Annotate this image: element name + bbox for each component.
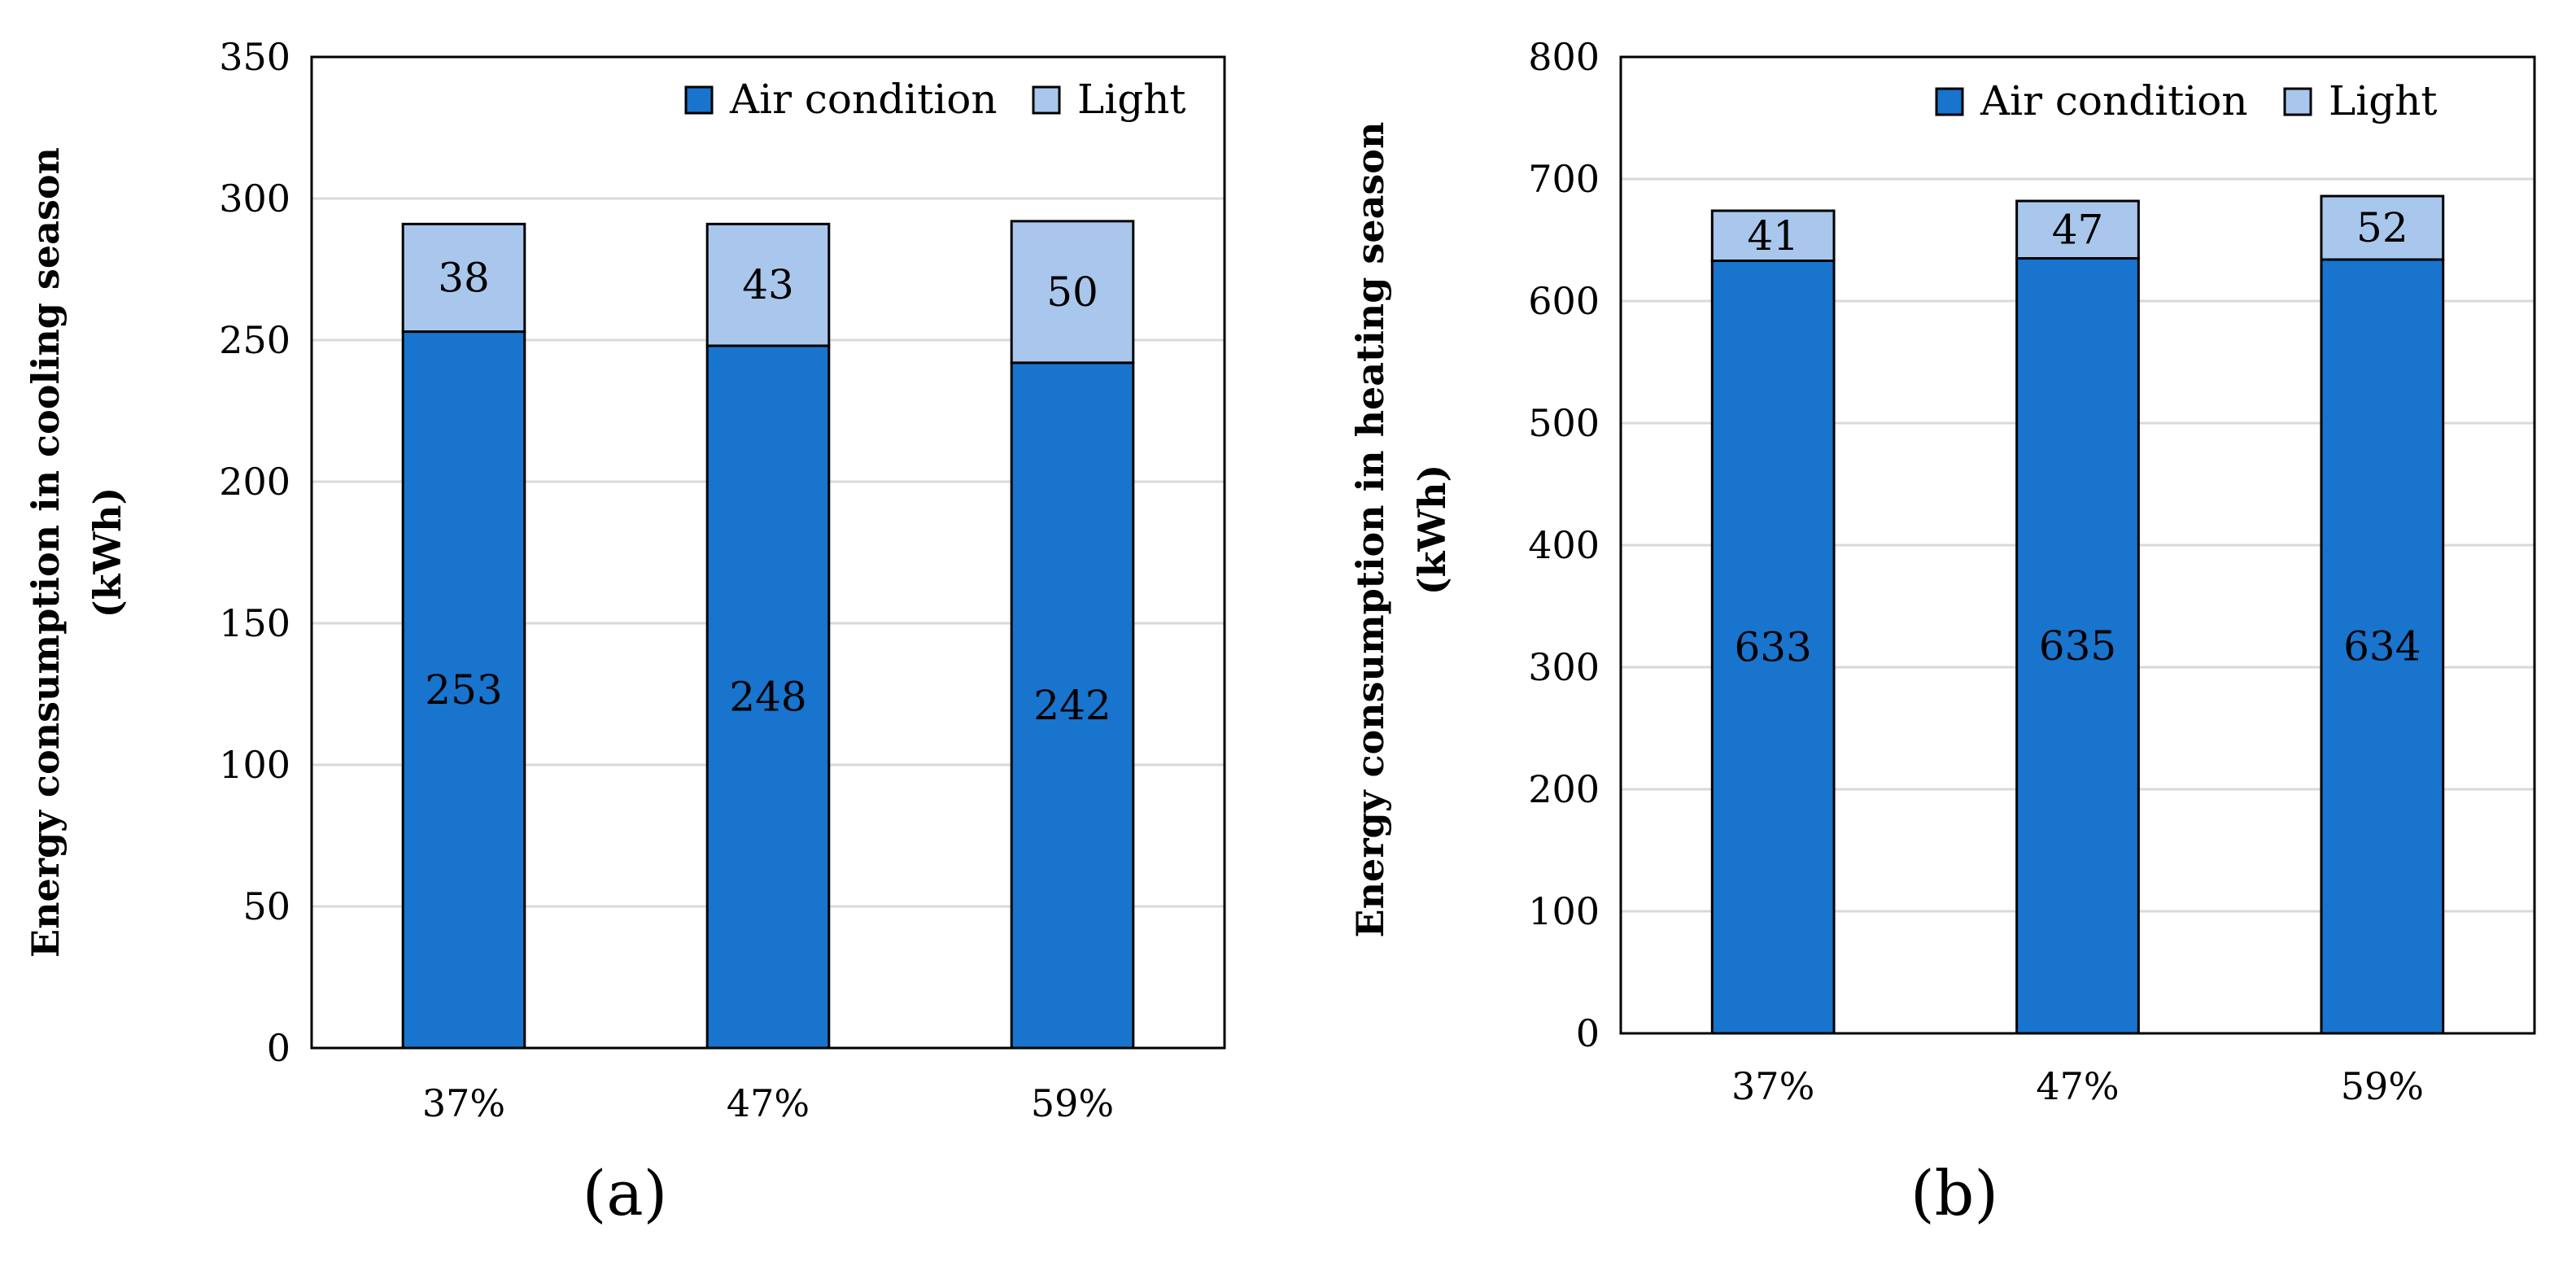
x-tick-label: 59%: [1031, 1081, 1114, 1125]
y-tick-label: 300: [1528, 645, 1600, 689]
y-tick-label: 350: [219, 35, 290, 79]
y-axis-label: Energy consumption in heating season: [1348, 122, 1392, 938]
y-tick-label: 800: [1528, 35, 1600, 79]
y-axis-label: (kWh): [85, 487, 129, 618]
bar-air-condition-37pct: [1710, 260, 1836, 1035]
legend-swatch-light: [1032, 85, 1061, 115]
data-label-air-condition: 635: [2039, 622, 2116, 670]
bar-light-37pct: [1710, 209, 1836, 262]
data-label-air-condition: 242: [1033, 682, 1111, 729]
y-tick-label: 50: [242, 884, 290, 928]
bar-air-condition-59pct: [2320, 258, 2445, 1035]
legend-label-light: Light: [2329, 77, 2438, 124]
bar-light-59pct: [2320, 194, 2445, 261]
data-label-light: 47: [2052, 206, 2104, 253]
data-label-air-condition: 248: [729, 673, 806, 720]
bar-light-59pct: [1010, 220, 1135, 365]
y-tick-label: 500: [1528, 401, 1600, 445]
y-tick-label: 100: [219, 743, 290, 787]
data-label-air-condition: 633: [1734, 623, 1811, 670]
y-tick-label: 200: [219, 460, 290, 504]
y-tick-label: 150: [219, 601, 290, 645]
x-tick-label: 47%: [2036, 1064, 2119, 1108]
y-tick-label: 0: [1576, 1011, 1600, 1055]
legend-label-air-condition: Air condition: [729, 76, 998, 123]
legend-swatch-light: [2283, 87, 2312, 116]
chart-a: 0 50 100 150 200 250 300 350 253 38 37% 248 43 47% 242…: [24, 35, 1226, 1229]
plot-frame: [1619, 55, 2536, 1035]
bar-light-47pct: [705, 222, 831, 347]
x-tick-label: 37%: [1731, 1064, 1814, 1108]
y-axis-label: Energy consumption in cooling season: [24, 147, 68, 958]
data-label-light: 52: [2356, 204, 2408, 251]
legend-label-light: Light: [1077, 76, 1186, 123]
data-label-light: 50: [1046, 269, 1098, 316]
y-tick-label: 400: [1528, 523, 1600, 567]
bar-light-47pct: [2015, 199, 2140, 260]
y-tick-label: 250: [219, 318, 290, 362]
bar-air-condition-47pct: [2015, 257, 2140, 1035]
panel-label: (a): [583, 1157, 668, 1229]
y-tick-label: 200: [1528, 767, 1600, 811]
bar-air-condition-47pct: [705, 344, 831, 1050]
data-label-air-condition: 253: [425, 666, 502, 714]
y-tick-label: 600: [1528, 279, 1600, 323]
data-label-light: 41: [1747, 212, 1799, 260]
x-tick-label: 59%: [2341, 1064, 2424, 1108]
legend-label-air-condition: Air condition: [1980, 77, 2248, 124]
panel-label: (b): [1910, 1157, 1998, 1229]
y-axis-label: (kWh): [1410, 465, 1454, 596]
x-tick-label: 47%: [727, 1081, 810, 1125]
x-tick-label: 37%: [422, 1081, 505, 1125]
bar-air-condition-59pct: [1010, 361, 1135, 1050]
legend-swatch-air-condition: [1935, 87, 1964, 116]
bar-light-37pct: [401, 222, 526, 334]
data-label-air-condition: 634: [2343, 623, 2421, 670]
chart-b: 0 100 200 300 400 500 600 700 800 633 41 37% 635 47 47…: [1348, 35, 2536, 1229]
y-tick-label: 700: [1528, 157, 1600, 201]
legend-swatch-air-condition: [684, 85, 714, 115]
plot-frame: [310, 55, 1226, 1050]
y-tick-label: 300: [219, 177, 290, 221]
data-label-light: 43: [742, 261, 794, 308]
data-label-light: 38: [438, 254, 490, 301]
y-tick-label: 0: [267, 1026, 290, 1070]
y-tick-label: 100: [1528, 889, 1600, 933]
